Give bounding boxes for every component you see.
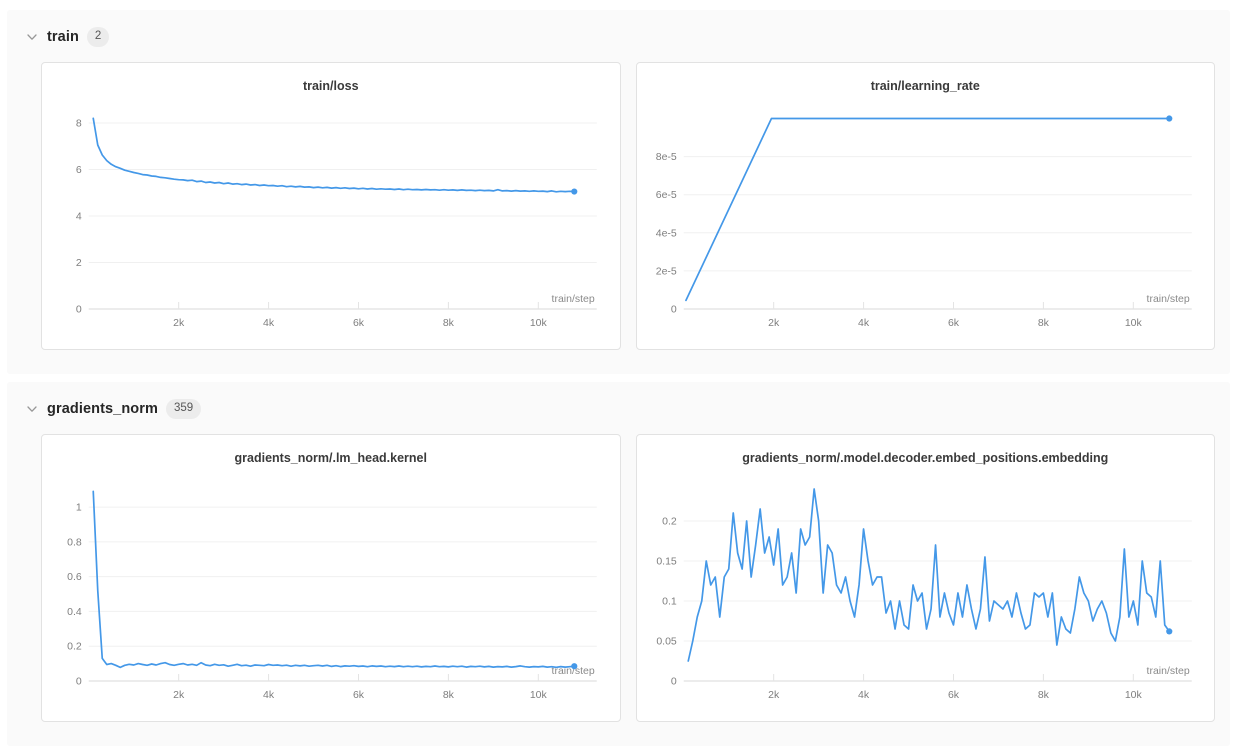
svg-text:0.1: 0.1 [662, 596, 677, 608]
svg-text:0.8: 0.8 [67, 536, 82, 548]
line-chart-canvas[interactable]: 0 0.2 0.4 0.6 0.8 1 2k 4k 6k 8k 10k train/step [50, 475, 612, 715]
chevron-down-icon[interactable] [25, 30, 39, 44]
svg-text:6k: 6k [353, 689, 365, 701]
svg-text:4: 4 [76, 210, 82, 222]
svg-text:6k: 6k [947, 689, 959, 701]
line-chart-canvas[interactable]: 0 2 4 6 8 2k 4k 6k 8k 10k train/step [50, 103, 612, 343]
line-chart-canvas[interactable]: 0 0.05 0.1 0.15 0.2 2k 4k 6k 8k 10k train/step [645, 475, 1207, 715]
svg-text:train/step: train/step [552, 293, 595, 305]
svg-text:6k: 6k [353, 317, 365, 329]
svg-text:6: 6 [76, 164, 82, 176]
svg-text:8k: 8k [443, 689, 455, 701]
svg-text:6k: 6k [947, 317, 959, 329]
chart-title: gradients_norm/.model.decoder.embed_posi… [742, 451, 1109, 465]
chart-card-gradients-embed-positions[interactable]: gradients_norm/.model.decoder.embed_posi… [635, 434, 1215, 722]
svg-text:8k: 8k [443, 317, 455, 329]
chart-title: train/loss [302, 79, 359, 93]
chart-card-gradients-lm-head-kernel[interactable]: gradients_norm/.lm_head.kernel 0 0.2 0.4 0.… [41, 434, 621, 722]
svg-text:8e-5: 8e-5 [655, 151, 676, 163]
section-title: gradients_norm [47, 401, 158, 417]
svg-text:4k: 4k [263, 689, 275, 701]
svg-text:0.4: 0.4 [67, 606, 82, 618]
svg-text:8k: 8k [1037, 689, 1049, 701]
svg-text:4k: 4k [858, 689, 870, 701]
svg-text:1: 1 [76, 502, 82, 514]
section-header-train[interactable]: train 2 [25, 26, 1215, 48]
chart-title: train/learning_rate [870, 79, 980, 93]
svg-text:0.05: 0.05 [656, 636, 677, 648]
svg-text:2e-5: 2e-5 [655, 265, 676, 277]
svg-text:0: 0 [76, 304, 82, 316]
chart-title: gradients_norm/.lm_head.kernel [234, 451, 427, 465]
svg-text:2k: 2k [768, 689, 780, 701]
charts-row: train/loss 0 2 4 6 8 2k 4k 6k 8k 10k train/step tr… [41, 62, 1215, 350]
svg-text:0.15: 0.15 [656, 556, 677, 568]
svg-text:2k: 2k [173, 317, 185, 329]
svg-text:0: 0 [76, 676, 82, 688]
svg-text:0: 0 [670, 304, 676, 316]
svg-text:2: 2 [76, 257, 82, 269]
svg-text:8k: 8k [1037, 317, 1049, 329]
svg-text:train/step: train/step [1146, 293, 1189, 305]
chart-card-train-learning-rate[interactable]: train/learning_rate 0 2e-5 4e-5 6e-5 8e-5 2k 4… [635, 62, 1215, 350]
line-chart-canvas[interactable]: 0 2e-5 4e-5 6e-5 8e-5 2k 4k 6k 8k 10k train/step [645, 103, 1207, 343]
section-count-badge: 359 [165, 399, 202, 419]
svg-text:10k: 10k [530, 317, 548, 329]
charts-row: gradients_norm/.lm_head.kernel 0 0.2 0.4 0.… [41, 434, 1215, 722]
svg-text:0.2: 0.2 [662, 516, 677, 528]
section-header-gradients-norm[interactable]: gradients_norm 359 [25, 398, 1215, 420]
svg-text:10k: 10k [1124, 317, 1142, 329]
svg-text:0: 0 [670, 676, 676, 688]
svg-text:2k: 2k [768, 317, 780, 329]
svg-text:10k: 10k [530, 689, 548, 701]
chart-card-train-loss[interactable]: train/loss 0 2 4 6 8 2k 4k 6k 8k 10k train/step [41, 62, 621, 350]
section-gradients-norm: gradients_norm 359 gradients_norm/.lm_he… [7, 382, 1230, 746]
section-count-badge: 2 [86, 27, 110, 47]
section-train: train 2 train/loss 0 2 4 6 8 2k 4k 6k 8k 10k train… [7, 10, 1230, 374]
chevron-down-icon[interactable] [25, 402, 39, 416]
svg-text:8: 8 [76, 117, 82, 129]
svg-text:4e-5: 4e-5 [655, 227, 676, 239]
section-title: train [47, 29, 79, 45]
svg-text:6e-5: 6e-5 [655, 189, 676, 201]
svg-text:0.2: 0.2 [67, 641, 82, 653]
svg-text:10k: 10k [1124, 689, 1142, 701]
svg-text:4k: 4k [858, 317, 870, 329]
svg-text:train/step: train/step [1146, 665, 1189, 677]
svg-text:4k: 4k [263, 317, 275, 329]
svg-text:2k: 2k [173, 689, 185, 701]
svg-text:0.6: 0.6 [67, 571, 82, 583]
svg-text:train/step: train/step [552, 665, 595, 677]
